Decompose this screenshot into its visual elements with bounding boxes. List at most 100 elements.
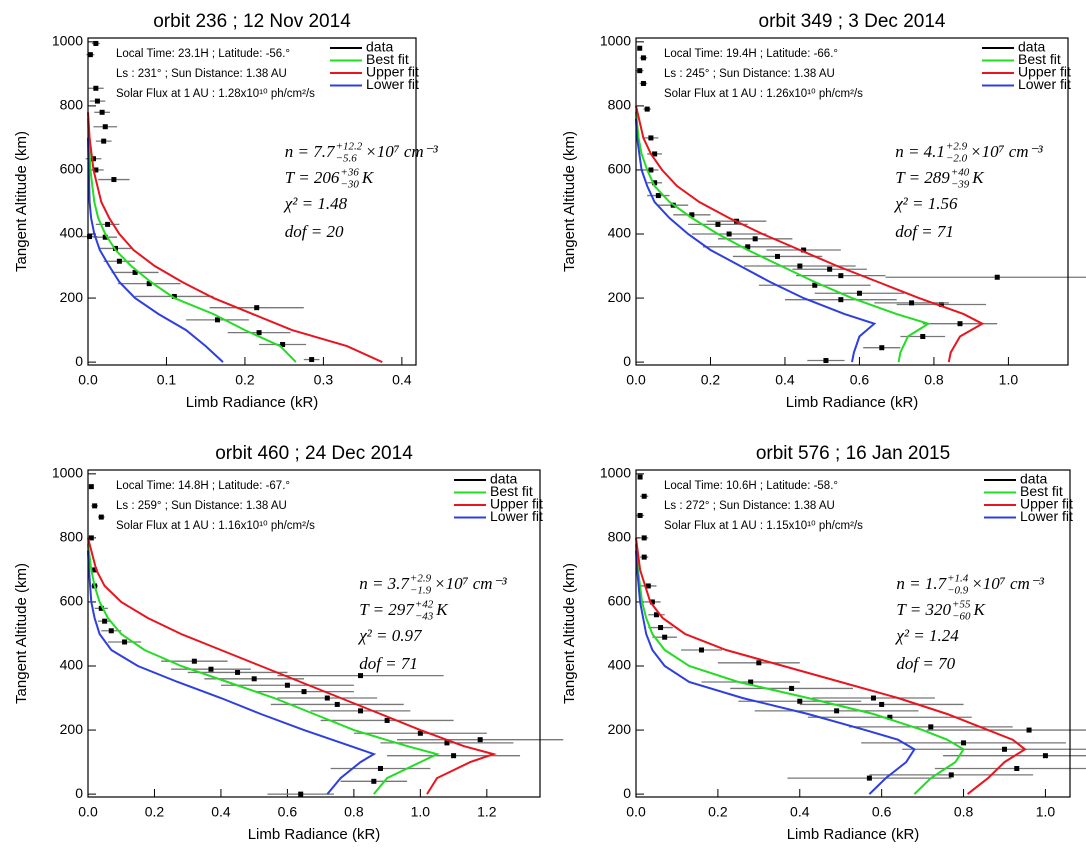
fit-line [635, 550, 916, 795]
fit-line [635, 105, 985, 363]
data-point [887, 714, 893, 720]
data-point [653, 612, 659, 618]
legend-label: Lower fit [1018, 76, 1071, 92]
data-point [866, 775, 872, 781]
formula: ×10⁷ cm⁻³ [434, 574, 507, 593]
data-point [662, 634, 668, 640]
data-point [102, 124, 108, 130]
data-point [88, 535, 94, 541]
x-tick-label: 0.6 [872, 804, 892, 820]
y-tick-label: 200 [608, 289, 632, 305]
x-tick-label: 0.0 [626, 804, 646, 820]
formula: n = 3.7 [359, 574, 410, 593]
data-point [1014, 765, 1020, 771]
data-point [838, 273, 844, 279]
legend-label: data [490, 471, 517, 487]
fit-line [635, 112, 931, 363]
y-axis-label: Tangent Altitude (km) [13, 131, 30, 272]
formula: T = 297 [359, 600, 415, 619]
y-tick-label: 800 [60, 529, 84, 545]
data-point [637, 512, 643, 518]
data-point [1042, 753, 1048, 759]
fit-line [635, 537, 1027, 795]
y-tick-label: 1000 [600, 465, 631, 481]
formula: ×10⁷ cm⁻³ [971, 574, 1044, 593]
x-tick-label: 0.1 [157, 372, 177, 388]
data-point [477, 737, 483, 743]
legend-label: Best fit [490, 483, 533, 499]
formula-sub: −0.9 [947, 585, 969, 597]
data-point [334, 701, 340, 707]
data-point [191, 658, 197, 664]
y-tick-label: 0 [75, 353, 83, 369]
legend-label: Best fit [1020, 483, 1063, 499]
panel-title: orbit 236 ; 12 Nov 2014 [153, 11, 351, 32]
formula-sup: +2.9 [946, 141, 968, 153]
data-point [102, 618, 108, 624]
data-point [689, 212, 695, 218]
formula-sup: +12.2 [336, 141, 363, 153]
data-point [235, 669, 241, 675]
data-point [938, 301, 944, 307]
data-point [94, 98, 100, 104]
data-point [88, 484, 94, 490]
data-point [961, 740, 967, 746]
data-point [358, 673, 364, 679]
fit-line [635, 118, 877, 363]
data-point [948, 772, 954, 778]
formula: K [435, 600, 449, 619]
data-point [856, 290, 862, 296]
formula: K [971, 168, 985, 187]
x-tick-label: 0.4 [211, 804, 231, 820]
legend-label: Best fit [366, 51, 409, 67]
data-point [834, 708, 840, 714]
formula: K [972, 600, 986, 619]
formula-sub: −30 [340, 179, 359, 191]
formula: dof = 70 [896, 654, 955, 673]
data-point [102, 234, 108, 240]
data-point [870, 695, 876, 701]
x-tick-label: 0.2 [145, 804, 165, 820]
data-point [823, 358, 829, 364]
data-point [637, 68, 643, 74]
data-point [98, 605, 104, 611]
data-point [417, 730, 423, 736]
data-point [92, 503, 98, 509]
annotation: Ls : 245° ; Sun Distance: 1.38 AU [664, 68, 835, 80]
formula: χ² = 1.48 [283, 194, 348, 213]
data-point [879, 701, 885, 707]
annotation: Solar Flux at 1 AU : 1.28x10¹⁰ ph/cm²/s [116, 88, 315, 100]
data-point [208, 666, 214, 672]
formula: n = 4.1 [895, 142, 945, 161]
formula-sub: −5.6 [336, 153, 358, 165]
data-point [637, 45, 643, 51]
data-point [384, 717, 390, 723]
y-tick-label: 600 [608, 593, 632, 609]
data-point [377, 765, 383, 771]
data-point [658, 625, 664, 631]
plot-frame [635, 469, 1071, 798]
formula: n = 1.7 [896, 574, 947, 593]
annotation: Ls : 259° ; Sun Distance: 1.38 AU [116, 500, 287, 512]
data-point [256, 330, 262, 336]
data-point [324, 695, 330, 701]
data-point [641, 535, 647, 541]
x-tick-label: 0.6 [278, 804, 298, 820]
y-tick-label: 400 [608, 225, 632, 241]
legend-label: data [1020, 471, 1047, 487]
formula: χ² = 1.24 [894, 626, 959, 645]
formula-sup: +55 [952, 599, 971, 611]
y-tick-label: 1000 [52, 33, 83, 49]
y-axis-label: Tangent Altitude (km) [13, 563, 30, 704]
panel-title: orbit 460 ; 24 Dec 2014 [215, 443, 413, 464]
data-point [838, 297, 844, 303]
data-point [775, 253, 781, 259]
y-tick-label: 0 [75, 785, 83, 801]
data-point [655, 193, 661, 199]
formula-sup: +2.9 [410, 573, 432, 585]
x-tick-label: 1.2 [477, 804, 497, 820]
y-tick-label: 1000 [600, 33, 631, 49]
panel-title: orbit 349 ; 3 Dec 2014 [759, 11, 946, 32]
formula: χ² = 1.56 [893, 194, 958, 213]
